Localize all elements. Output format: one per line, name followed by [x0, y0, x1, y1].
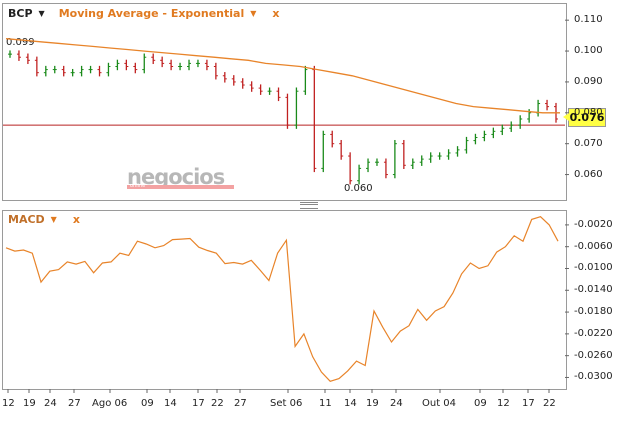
x-tick-label: 22: [543, 398, 556, 409]
remove-macd-icon[interactable]: x: [72, 213, 80, 226]
x-tick-label: 14: [344, 398, 357, 409]
logo-bar: [127, 185, 234, 189]
x-tick-label: 09: [474, 398, 487, 409]
x-tick-label: Set 06: [270, 398, 303, 409]
symbol-label[interactable]: BCP: [8, 7, 33, 20]
x-tick-label: 22: [211, 398, 224, 409]
macd-chart-panel[interactable]: [2, 210, 567, 390]
price-chart-panel[interactable]: [2, 3, 567, 201]
ema-line: [5, 38, 560, 114]
remove-indicator-icon[interactable]: x: [272, 7, 280, 20]
macd-y-tick-label: -0.0060: [574, 240, 613, 252]
x-tick-label: 12: [2, 398, 15, 409]
price-legend: BCP ▼ Moving Average - Exponential ▼ x: [8, 7, 279, 20]
macd-y-tick-label: -0.0140: [574, 284, 613, 296]
price-y-tick-label: 0.100: [574, 45, 603, 57]
macd-y-tick-label: -0.0220: [574, 327, 613, 339]
x-tick-label: 24: [390, 398, 403, 409]
x-tick-label: 11: [319, 398, 332, 409]
x-tick-label: 24: [44, 398, 57, 409]
price-y-tick-label: 0.090: [574, 75, 603, 87]
symbol-dropdown-icon[interactable]: ▼: [38, 9, 45, 18]
high-annotation: 0.099: [6, 37, 35, 48]
x-tick-label: 09: [141, 398, 154, 409]
macd-y-tick-label: -0.0100: [574, 262, 613, 274]
price-y-tick-label: 0.070: [574, 137, 603, 149]
x-tick-label: 17: [522, 398, 535, 409]
x-tick-label: 27: [68, 398, 81, 409]
x-tick-label: 14: [164, 398, 177, 409]
indicator-label[interactable]: Moving Average - Exponential: [58, 7, 245, 20]
x-tick-label: Out 04: [422, 398, 457, 409]
low-annotation: 0.060: [344, 183, 373, 194]
macd-y-tick-label: -0.0300: [574, 371, 613, 383]
x-tick-label: 12: [497, 398, 510, 409]
x-tick-label: Ago 06: [92, 398, 128, 409]
price-y-tick-label: 0.110: [574, 14, 603, 26]
price-y-tick-label: 0.080: [574, 106, 603, 118]
x-tick-label: 19: [23, 398, 36, 409]
macd-y-tick-label: -0.0180: [574, 306, 613, 318]
indicator-dropdown-icon[interactable]: ▼: [250, 9, 257, 18]
price-y-tick-label: 0.060: [574, 168, 603, 180]
x-tick-label: 17: [192, 398, 205, 409]
logo-subtext: online: [130, 183, 146, 189]
macd-dropdown-icon[interactable]: ▼: [50, 215, 57, 224]
x-tick-label: 19: [366, 398, 379, 409]
x-tick-label: 27: [234, 398, 247, 409]
panel-resize-handle[interactable]: [300, 202, 318, 209]
last-price-marker: 0.076: [563, 108, 606, 127]
macd-label[interactable]: MACD: [8, 213, 45, 226]
macd-line: [5, 216, 559, 382]
macd-y-tick-label: -0.0260: [574, 349, 613, 361]
macd-y-tick-label: -0.0020: [574, 218, 613, 230]
macd-legend: MACD ▼ x: [8, 213, 80, 226]
